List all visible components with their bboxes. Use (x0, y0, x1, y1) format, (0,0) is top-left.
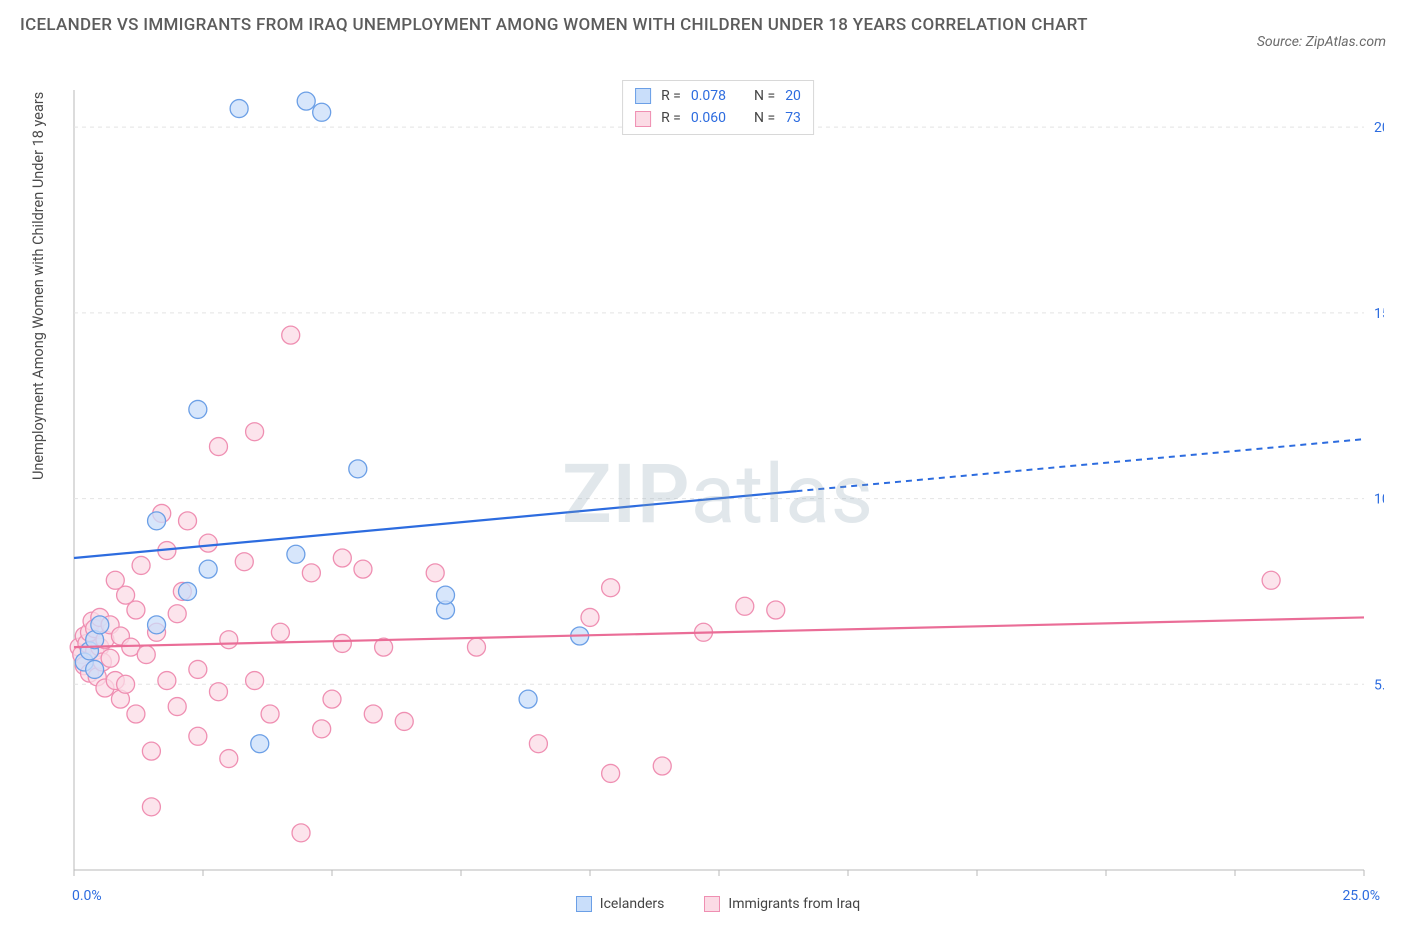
legend-stats-row-blue: R = 0.078 N = 20 (635, 85, 801, 107)
legend-r-label-2: R = (661, 107, 681, 129)
legend-n-label-2: N = (754, 107, 775, 129)
legend-swatch-pink-2 (704, 896, 720, 912)
legend-r-value-pink: 0.060 (691, 107, 726, 129)
y-axis-label: Unemployment Among Women with Children U… (30, 92, 47, 480)
scatter-plot-svg: 5.0% 10.0% 15.0% 20.0% (64, 80, 1384, 910)
chart-title: ICELANDER VS IMMIGRANTS FROM IRAQ UNEMPL… (20, 12, 1088, 39)
legend-series-pink: Immigrants from Iraq (704, 896, 860, 912)
legend-swatch-blue-2 (576, 896, 592, 912)
svg-text:10.0%: 10.0% (1374, 492, 1384, 508)
legend-stats-row-pink: R = 0.060 N = 73 (635, 107, 801, 129)
plot-area: Unemployment Among Women with Children U… (48, 80, 1388, 910)
legend-swatch-pink (635, 111, 651, 127)
legend-r-value-blue: 0.078 (691, 85, 726, 107)
legend-series-box: Icelanders Immigrants from Iraq (48, 896, 1388, 912)
legend-n-value-pink: 73 (785, 107, 801, 129)
legend-n-label: N = (754, 85, 775, 107)
legend-n-value-blue: 20 (785, 85, 801, 107)
legend-swatch-blue (635, 88, 651, 104)
legend-series-blue: Icelanders (576, 896, 665, 912)
header-row: ICELANDER VS IMMIGRANTS FROM IRAQ UNEMPL… (0, 0, 1406, 50)
svg-text:5.0%: 5.0% (1374, 677, 1384, 693)
svg-text:20.0%: 20.0% (1374, 120, 1384, 136)
source-label: Source: ZipAtlas.com (1257, 34, 1386, 50)
legend-series-blue-label: Icelanders (600, 896, 665, 912)
svg-text:15.0%: 15.0% (1374, 306, 1384, 322)
legend-stats-box: R = 0.078 N = 20 R = 0.060 N = 73 (622, 80, 814, 135)
legend-series-pink-label: Immigrants from Iraq (728, 896, 860, 912)
legend-r-label: R = (661, 85, 681, 107)
